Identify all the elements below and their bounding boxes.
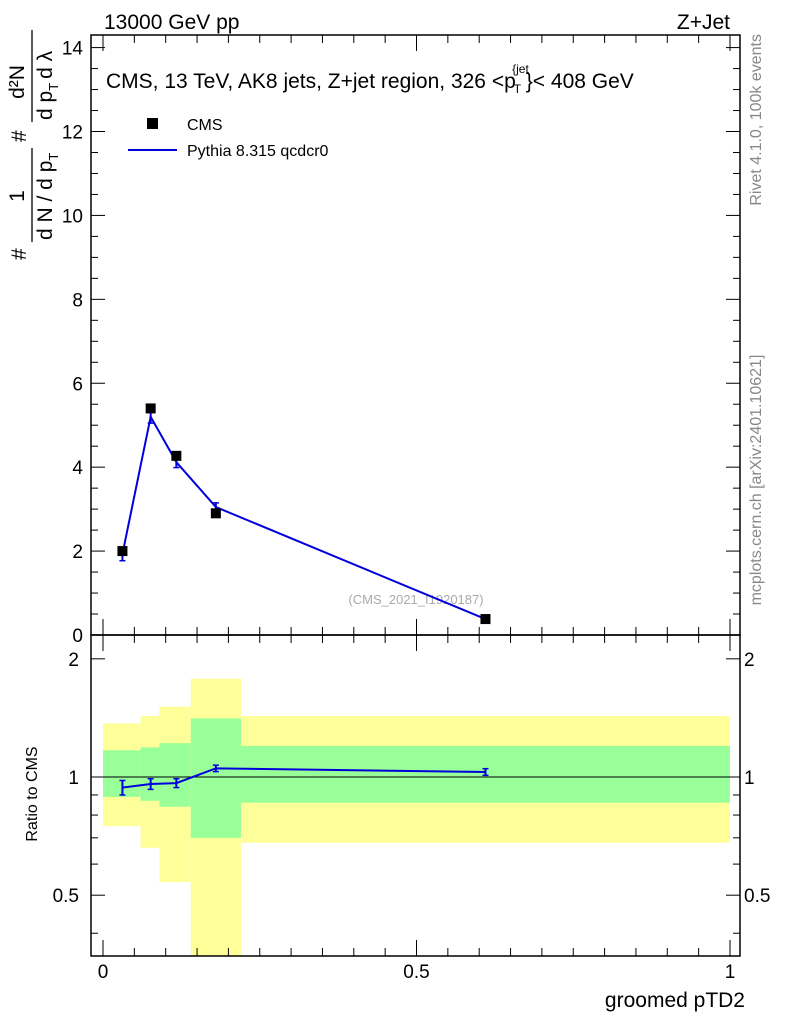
mcplots-label: mcplots.cern.ch [arXiv:2401.10621] <box>748 355 765 606</box>
ylabel-denominator-1: d N / d pT <box>34 153 61 240</box>
legend-pythia-label: Pythia 8.315 qcdcr0 <box>187 143 329 160</box>
x-tick-label: 0 <box>98 962 109 983</box>
main-ytick-label: 10 <box>62 206 83 227</box>
title-superscript: {jet <box>512 62 529 76</box>
cms-data-point <box>171 450 182 461</box>
title-end: }< 408 GeV <box>526 70 634 93</box>
ratio-uncertainty-bands <box>103 678 730 956</box>
legend-cms-marker <box>147 118 158 129</box>
cms-data-point <box>210 508 221 519</box>
inner-band-segment <box>140 747 160 801</box>
x-axis-label: groomed pTD2 <box>605 989 745 1012</box>
legend: CMS Pythia 8.315 qcdcr0 <box>128 117 329 160</box>
main-y-axis-label: # 1 d N / d pT # d²N d pTd λ <box>6 30 61 260</box>
legend-cms-label: CMS <box>187 117 223 134</box>
inner-band-segment <box>159 743 191 807</box>
inner-band-segment <box>190 718 241 838</box>
main-ytick-label: 8 <box>72 290 83 311</box>
ylabel-hash-2: # <box>8 130 31 142</box>
ratio-y-axis-label: Ratio to CMS <box>24 746 41 841</box>
ratio-ytick-label-left: 1 <box>68 768 79 789</box>
cms-data-point <box>145 403 156 414</box>
main-ytick-label: 4 <box>72 458 83 479</box>
main-series <box>117 403 491 625</box>
analysis-watermark: (CMS_2021_I1920187) <box>348 592 483 607</box>
x-tick-label: 1 <box>725 962 736 983</box>
header-energy-label: 13000 GeV pp <box>104 11 239 34</box>
rivet-version-label: Rivet 4.1.0, 100k events <box>748 34 765 206</box>
header-process-label: Z+Jet <box>677 11 730 34</box>
x-tick-label: 0.5 <box>403 962 429 983</box>
ratio-y-tick-labels: 0.5 0.5 1 1 2 2 <box>53 650 771 907</box>
ratio-series <box>119 764 489 796</box>
main-panel: 0 2 4 6 8 10 12 14 CMS, 13 TeV, AK8 jets, Z+jet… <box>6 30 741 647</box>
ratio-frame <box>90 634 741 957</box>
cms-data-point <box>117 546 128 557</box>
main-y-tick-labels: 0 2 4 6 8 10 12 14 <box>62 39 84 647</box>
main-ytick-label: 6 <box>72 374 83 395</box>
ratio-ytick-label-right: 1 <box>744 768 755 789</box>
ratio-ytick-label-right: 2 <box>744 650 755 671</box>
main-ytick-label: 2 <box>72 542 83 563</box>
main-axis-ticks <box>91 35 740 636</box>
ratio-axis-ticks <box>91 635 740 956</box>
ylabel-hash-1: # <box>8 248 31 260</box>
chart-title: CMS, 13 TeV, AK8 jets, Z+jet region, 326… <box>106 62 634 96</box>
cms-data-point <box>480 614 491 625</box>
ratio-ytick-label-right: 0.5 <box>744 886 770 907</box>
ylabel-numerator-2: d²N <box>6 65 29 99</box>
title-subscript: T <box>514 82 522 96</box>
ratio-x-tick-labels: 0 0.5 1 <box>98 962 736 983</box>
ratio-ytick-label-left: 0.5 <box>53 886 79 907</box>
pythia-line <box>121 414 486 620</box>
main-ytick-label: 0 <box>72 626 83 647</box>
ylabel-numerator-1: 1 <box>6 190 29 202</box>
main-ytick-label: 12 <box>62 123 83 144</box>
main-ytick-label: 14 <box>62 39 84 60</box>
ratio-ytick-label-left: 2 <box>68 650 79 671</box>
ylabel-denominator-2: d pTd λ <box>34 50 61 120</box>
ratio-panel: 0.5 0.51 12 2 0 0.5 1 Ratio to CMS groomed pT… <box>24 634 771 1012</box>
